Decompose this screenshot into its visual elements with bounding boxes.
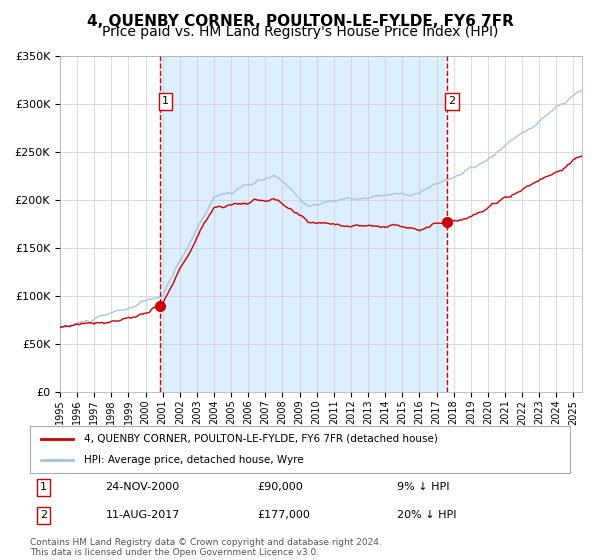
Text: 11-AUG-2017: 11-AUG-2017 [106, 510, 180, 520]
Text: 20% ↓ HPI: 20% ↓ HPI [397, 510, 457, 520]
Text: 4, QUENBY CORNER, POULTON-LE-FYLDE, FY6 7FR (detached house): 4, QUENBY CORNER, POULTON-LE-FYLDE, FY6 … [84, 434, 438, 444]
Text: 1: 1 [40, 482, 47, 492]
Text: Contains HM Land Registry data © Crown copyright and database right 2024.
This d: Contains HM Land Registry data © Crown c… [30, 538, 382, 557]
FancyBboxPatch shape [30, 426, 570, 473]
Text: 9% ↓ HPI: 9% ↓ HPI [397, 482, 450, 492]
Text: 24-NOV-2000: 24-NOV-2000 [106, 482, 180, 492]
Text: 2: 2 [449, 96, 455, 106]
Text: 1: 1 [162, 96, 169, 106]
Bar [160, 56, 446, 392]
Text: £177,000: £177,000 [257, 510, 310, 520]
Text: £90,000: £90,000 [257, 482, 302, 492]
Text: 2: 2 [40, 510, 47, 520]
Text: HPI: Average price, detached house, Wyre: HPI: Average price, detached house, Wyre [84, 455, 304, 465]
Text: 4, QUENBY CORNER, POULTON-LE-FYLDE, FY6 7FR: 4, QUENBY CORNER, POULTON-LE-FYLDE, FY6 … [86, 14, 514, 29]
Text: Price paid vs. HM Land Registry's House Price Index (HPI): Price paid vs. HM Land Registry's House … [102, 25, 498, 39]
